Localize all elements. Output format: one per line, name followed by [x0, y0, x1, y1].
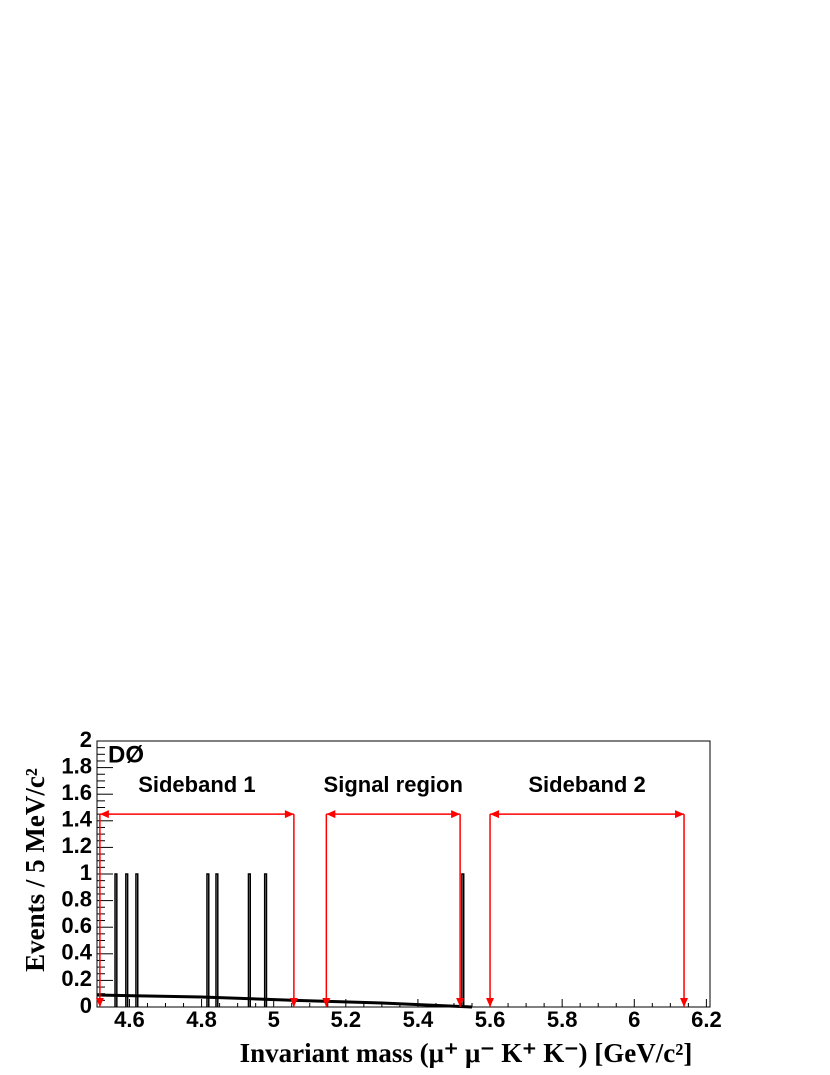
fit-line: [96, 993, 473, 1009]
histogram-bar: [114, 873, 118, 1007]
x-tick-label: 5.8: [547, 1007, 578, 1032]
region-label: Signal region: [324, 772, 463, 797]
histogram-bar: [247, 873, 251, 1007]
arrow-head: [289, 998, 298, 1007]
y-tick-label: 1.8: [61, 753, 92, 778]
histogram-bar: [135, 873, 139, 1007]
histogram-bar: [206, 873, 210, 1007]
x-tick-label: 5.4: [403, 1007, 434, 1032]
arrow-head: [486, 998, 495, 1007]
arrow-head: [95, 998, 104, 1007]
x-tick-label: 5: [268, 1007, 280, 1032]
arrow-head: [322, 998, 331, 1007]
histogram-bar: [125, 873, 129, 1007]
y-tick-label: 0: [80, 993, 92, 1018]
x-tick-label: 6.2: [691, 1007, 722, 1032]
y-tick-label: 0.6: [61, 913, 92, 938]
y-axis-title: Events / 5 MeV/c²: [20, 768, 50, 972]
histogram-bar: [263, 873, 268, 1007]
histogram-bar: [215, 873, 219, 1007]
x-tick-label: 6: [628, 1007, 640, 1032]
y-tick-label: 0.4: [61, 940, 92, 965]
y-tick-label: 1.2: [61, 833, 92, 858]
y-tick-label: 0.2: [61, 966, 92, 991]
annotation: DØ: [108, 741, 144, 768]
x-tick-label: 5.6: [475, 1007, 506, 1032]
y-tick-label: 1.4: [61, 807, 92, 832]
y-tick-label: 1.6: [61, 780, 92, 805]
arrow-head: [680, 998, 689, 1007]
x-tick-label: 5.2: [331, 1007, 362, 1032]
y-tick-label: 2: [80, 727, 92, 752]
region-label: Sideband 1: [138, 772, 255, 797]
y-tick-label: 1: [80, 860, 92, 885]
x-tick-label: 4.8: [186, 1007, 217, 1032]
y-tick-label: 0.8: [61, 886, 92, 911]
arrow-head: [456, 998, 465, 1007]
x-axis-title: Invariant mass (μ⁺ μ⁻ K⁺ K⁻) [GeV/c²]: [240, 1038, 693, 1068]
x-tick-label: 4.6: [114, 1007, 145, 1032]
histogram-bar: [461, 873, 465, 1007]
region-label: Sideband 2: [528, 772, 645, 797]
